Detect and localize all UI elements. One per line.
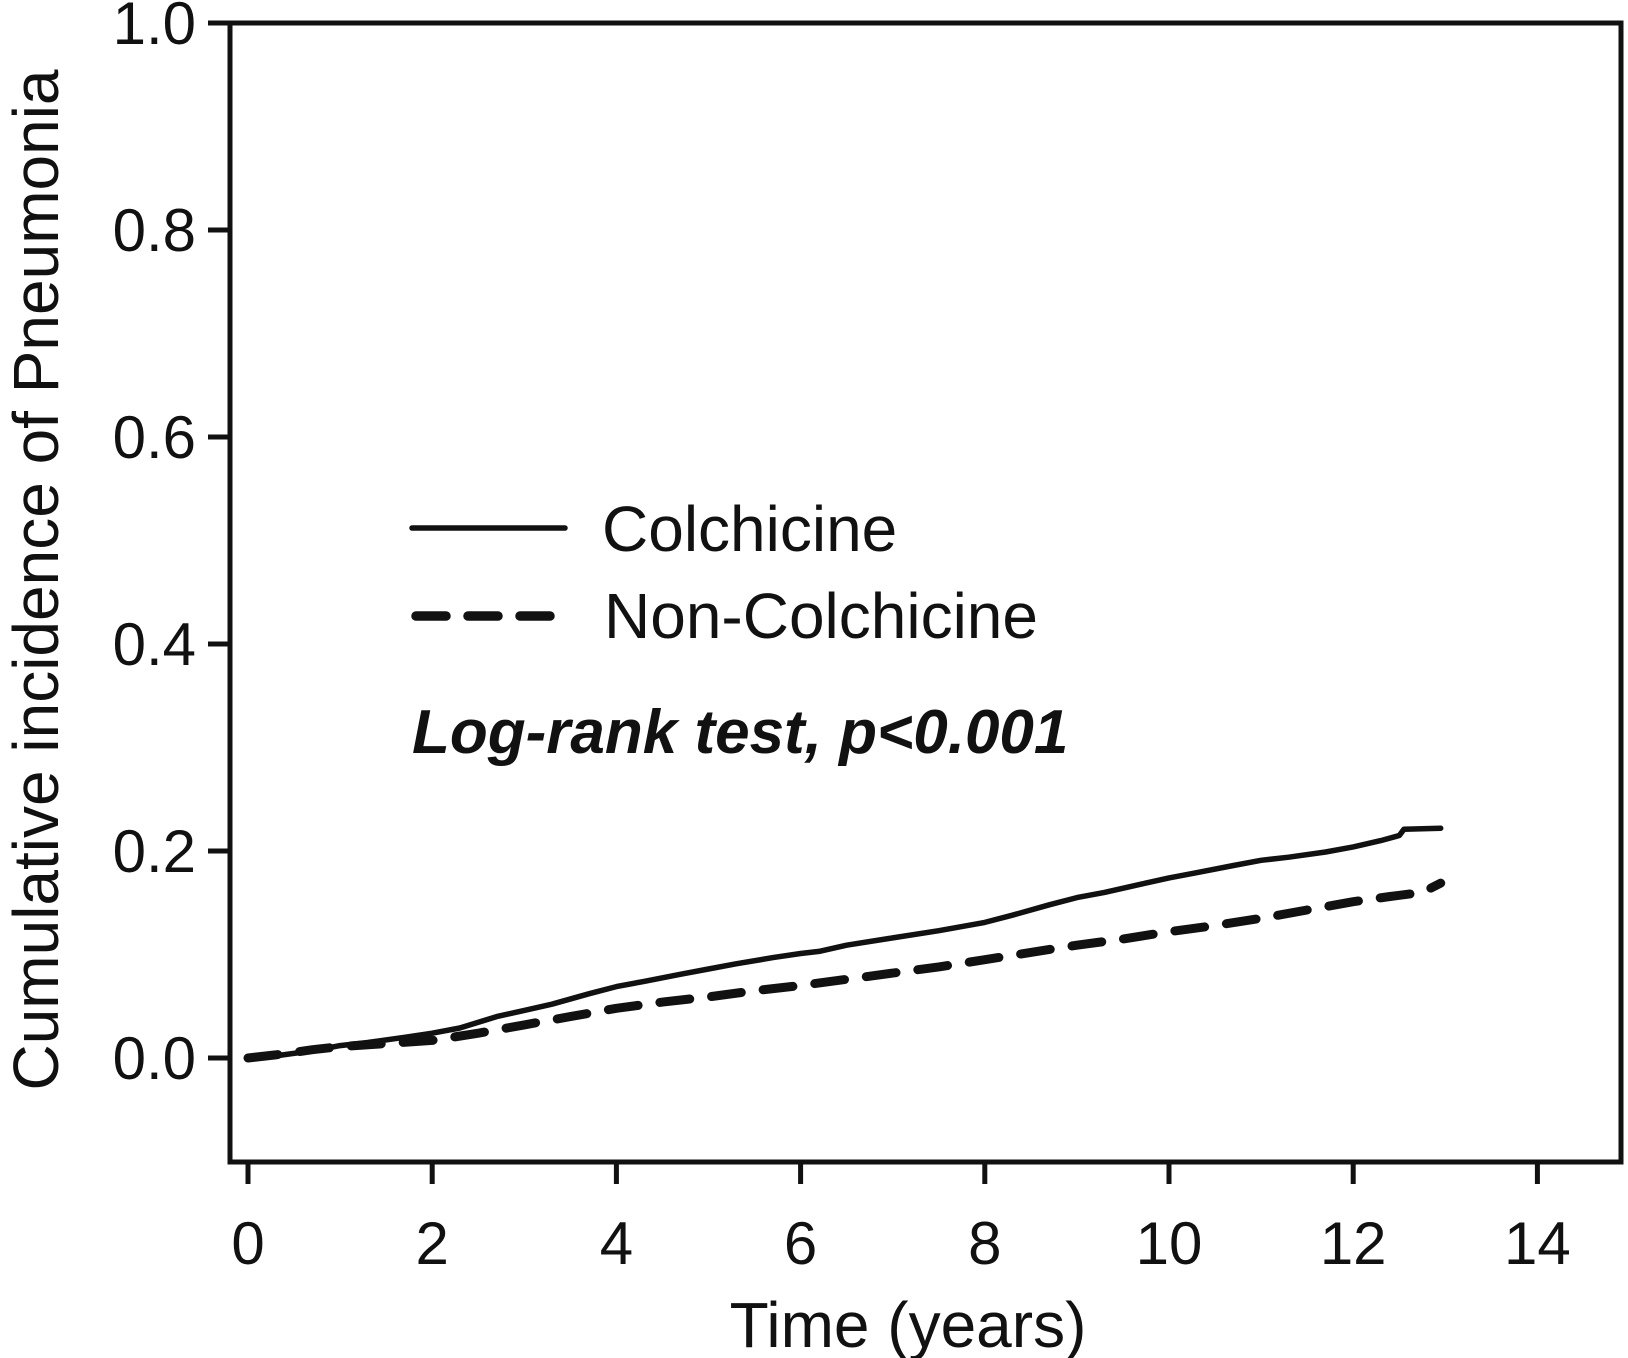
legend-label-non-colchicine: Non-Colchicine (604, 580, 1038, 652)
non-colchicine-curve (243, 878, 1446, 1063)
x-tick-label: 0 (231, 1210, 264, 1277)
x-tick-label: 2 (416, 1210, 449, 1277)
data-curves (243, 825, 1446, 1063)
x-tick-label: 6 (784, 1210, 817, 1277)
x-tick-label: 8 (968, 1210, 1001, 1277)
colchicine-curve (245, 825, 1444, 1061)
x-tick-label: 14 (1504, 1210, 1571, 1277)
y-axis-ticks: 0.0 0.2 0.4 0.6 0.8 1.0 (113, 0, 230, 1092)
y-tick-label: 1.0 (113, 0, 196, 57)
x-axis-title: Time (years) (730, 1289, 1087, 1358)
y-axis-title: Cumulative incidence of Pneumonia (0, 69, 72, 1090)
x-tick-label: 12 (1320, 1210, 1387, 1277)
x-tick-label: 4 (600, 1210, 633, 1277)
plot-box (227, 20, 1624, 1165)
y-tick-label: 0.2 (113, 818, 196, 885)
y-tick-label: 0.6 (113, 404, 196, 471)
y-tick-label: 0.4 (113, 611, 196, 678)
y-tick-label: 0.8 (113, 197, 196, 264)
x-tick-label: 10 (1136, 1210, 1203, 1277)
legend: Colchicine Non-Colchicine (409, 493, 1038, 652)
legend-label-colchicine: Colchicine (602, 493, 897, 565)
x-axis-ticks: 0 2 4 6 8 10 12 14 (231, 1162, 1571, 1277)
y-tick-label: 0.0 (113, 1025, 196, 1092)
log-rank-annotation: Log-rank test, p<0.001 (412, 698, 1068, 767)
